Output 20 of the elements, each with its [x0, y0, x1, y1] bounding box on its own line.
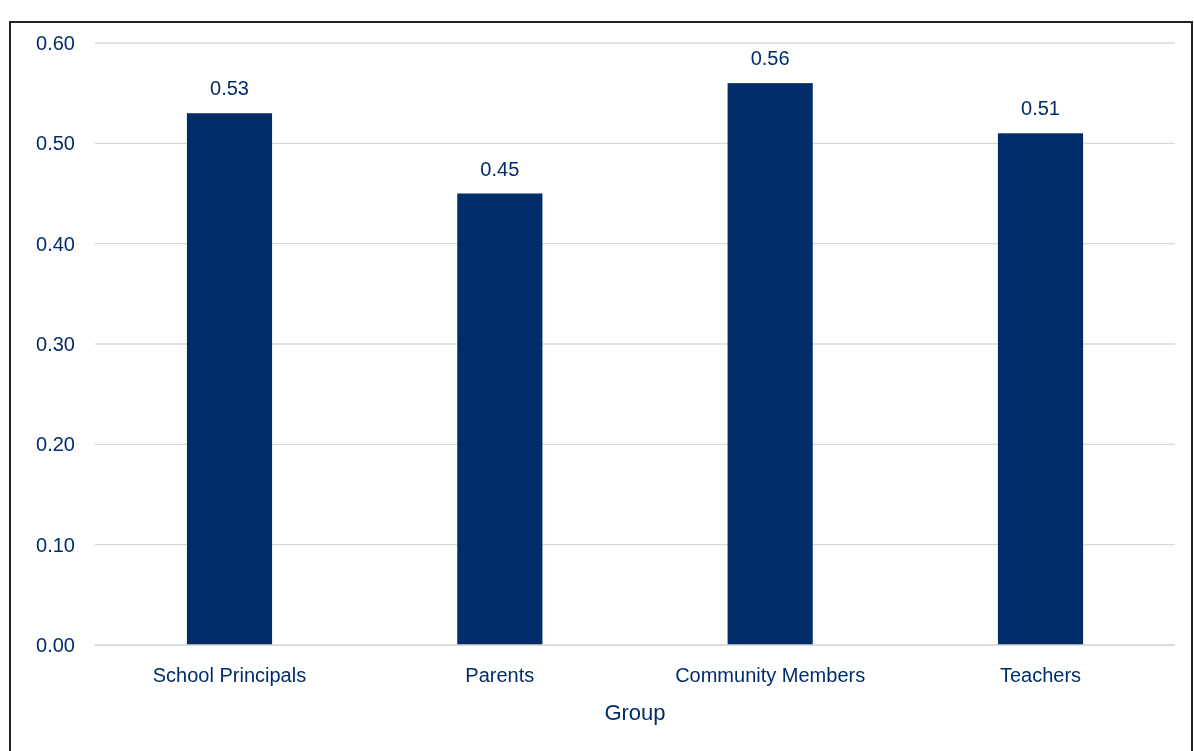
data-label: 0.45: [480, 157, 520, 180]
x-tick-label: School Principals: [152, 664, 307, 686]
y-tick-label: 0.00: [36, 634, 75, 656]
y-tick-label: 0.30: [36, 333, 75, 355]
data-label: 0.53: [210, 77, 249, 100]
bar: [727, 83, 813, 645]
x-axis-title: Group: [604, 700, 666, 725]
data-label: 0.56: [750, 47, 790, 70]
x-tick-label: Parents: [465, 664, 535, 686]
bar: [997, 133, 1084, 645]
x-tick-label: Teachers: [999, 664, 1082, 686]
y-tick-label: 0.10: [36, 533, 75, 556]
y-tick-label: 0.40: [36, 232, 75, 255]
y-tick-label: 0.60: [36, 32, 75, 54]
y-tick-label: 0.20: [36, 433, 75, 456]
bar: [457, 193, 543, 645]
x-tick-label: Community Members: [675, 664, 866, 686]
y-tick-label: 0.50: [36, 132, 75, 155]
data-label: 0.51: [1021, 97, 1060, 120]
bar: [186, 113, 273, 645]
